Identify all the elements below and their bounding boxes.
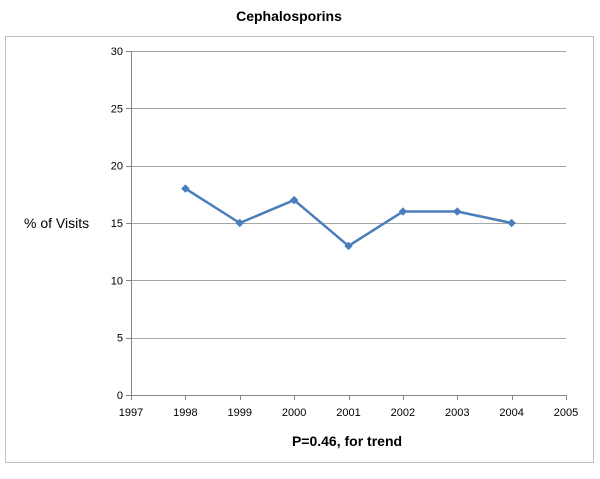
x-tick-labels: 1997 1998 1999 2000 2001 2002 2003 2004 2005 (119, 407, 578, 419)
y-tick-label-10: 10 (111, 275, 123, 287)
x-tick-label-1997: 1997 (119, 407, 143, 419)
data-point-2000 (289, 195, 299, 205)
x-tick-label-1998: 1998 (173, 407, 197, 419)
x-tick-label-1999: 1999 (228, 407, 252, 419)
chart-title: Cephalosporins (236, 8, 342, 24)
data-point-2001 (344, 241, 353, 251)
x-tick-label-2003: 2003 (445, 407, 469, 419)
y-axis-label: % of Visits (24, 215, 89, 231)
x-tick-label-2002: 2002 (391, 407, 415, 419)
y-tick-label-0: 0 (117, 390, 123, 402)
chart-area-border (5, 36, 594, 463)
data-point-2004 (507, 218, 516, 228)
data-point-1999 (235, 218, 245, 228)
x-axis-label: P=0.46, for trend (292, 433, 402, 449)
x-tick-label-2000: 2000 (282, 407, 306, 419)
data-point-1998 (181, 184, 190, 193)
data-point-2002 (398, 207, 408, 216)
y-tick-label-25: 25 (111, 103, 123, 115)
y-tick-label-5: 5 (117, 333, 123, 345)
y-tick-label-30: 30 (111, 46, 123, 58)
data-point-2003 (452, 207, 462, 216)
series-layer (181, 184, 516, 251)
y-tick-labels: 0 5 10 15 20 25 30 (111, 46, 123, 402)
axes (126, 51, 567, 400)
y-tick-label-15: 15 (111, 218, 123, 230)
x-tick-label-2005: 2005 (554, 407, 578, 419)
grid-lines (131, 51, 566, 339)
x-tick-label-2004: 2004 (499, 407, 523, 419)
y-tick-label-20: 20 (111, 161, 123, 173)
x-tick-label-2001: 2001 (336, 407, 360, 419)
